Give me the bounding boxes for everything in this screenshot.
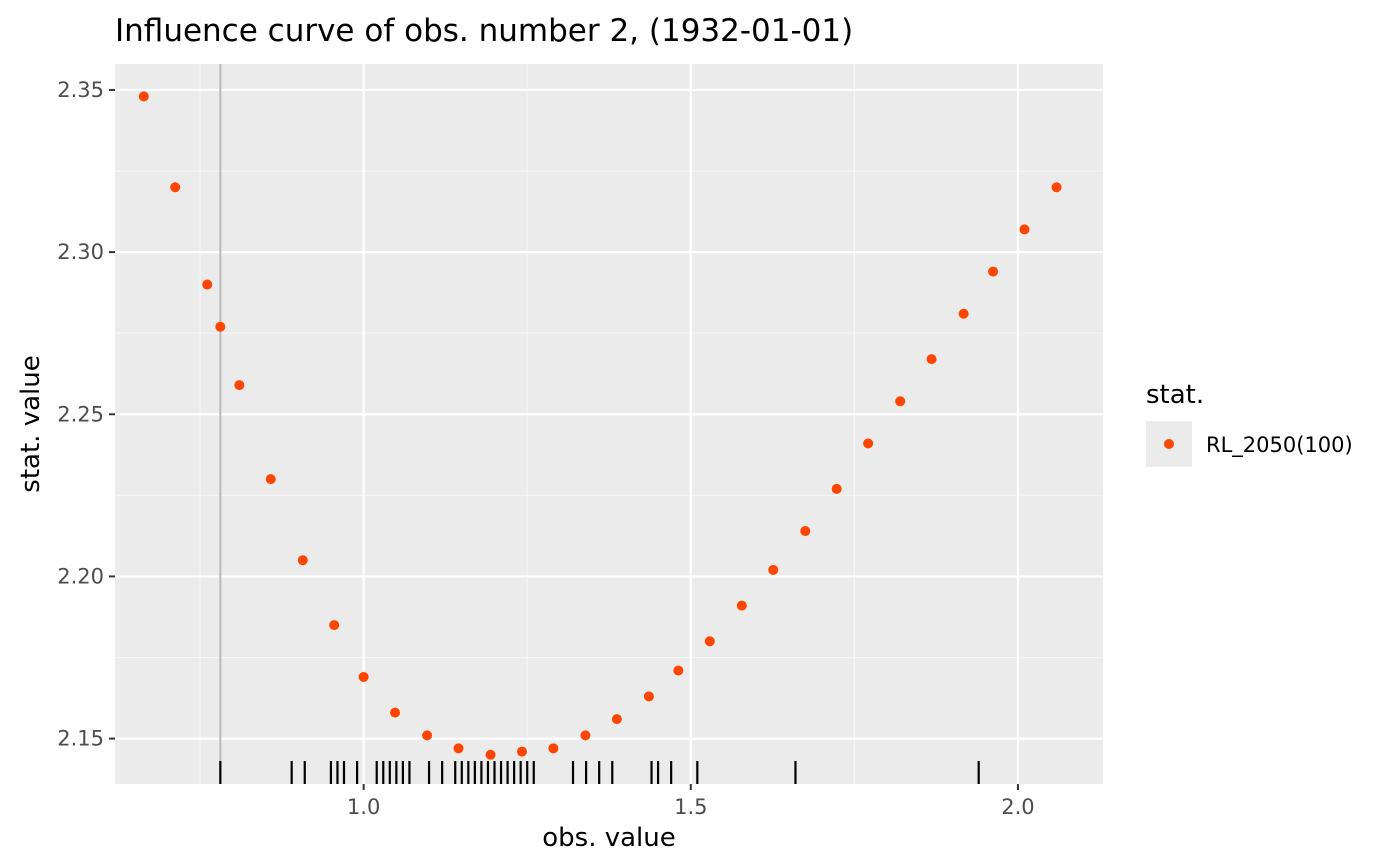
plot-panel [115,64,1103,784]
data-points [138,91,1062,760]
x-axis-ticks: 1.0 1.5 2.0 [347,784,1035,819]
data-point [453,743,464,754]
data-point [138,91,149,102]
y-tick-label: 2.15 [57,727,104,751]
x-axis-title: obs. value [542,823,676,853]
legend-title: stat. [1146,380,1204,410]
major-gridlines [115,64,1103,784]
y-tick-label: 2.20 [57,564,104,588]
data-point [297,555,308,566]
x-tick-label: 2.0 [1001,795,1034,819]
data-point [485,749,496,760]
data-point [926,354,937,365]
y-axis-title: stat. value [16,355,46,492]
data-point [422,730,433,741]
y-axis-ticks: 2.15 2.20 2.25 2.30 2.35 [57,78,115,751]
data-point [736,600,747,611]
x-tick-label: 1.0 [347,795,380,819]
data-point [548,743,559,754]
data-point [202,279,213,290]
rug-marks [219,761,980,784]
data-point [358,671,369,682]
data-point [643,691,654,702]
data-point [895,396,906,407]
legend-key-point [1164,439,1174,449]
data-point [800,526,811,537]
minor-gridlines [115,64,1103,784]
y-tick-label: 2.25 [57,402,104,426]
data-point [329,620,340,631]
legend: stat. RL_2050(100) [1146,380,1353,467]
data-point [768,564,779,575]
data-point [958,308,969,319]
data-point [516,746,527,757]
legend-label: RL_2050(100) [1206,433,1353,458]
data-point [1019,224,1030,235]
data-point [390,707,401,718]
y-tick-label: 2.30 [57,240,104,264]
y-tick-label: 2.35 [57,78,104,102]
data-point [831,483,842,494]
data-point [988,266,999,277]
data-point [580,730,591,741]
x-tick-label: 1.5 [674,795,707,819]
data-point [234,380,245,391]
data-point [170,182,181,193]
data-point [1051,182,1062,193]
data-point [673,665,684,676]
data-point [611,714,622,725]
data-point [863,438,874,449]
data-point [215,321,226,332]
chart-title: Influence curve of obs. number 2, (1932-… [115,13,853,49]
data-point [265,474,276,485]
data-point [704,636,715,647]
